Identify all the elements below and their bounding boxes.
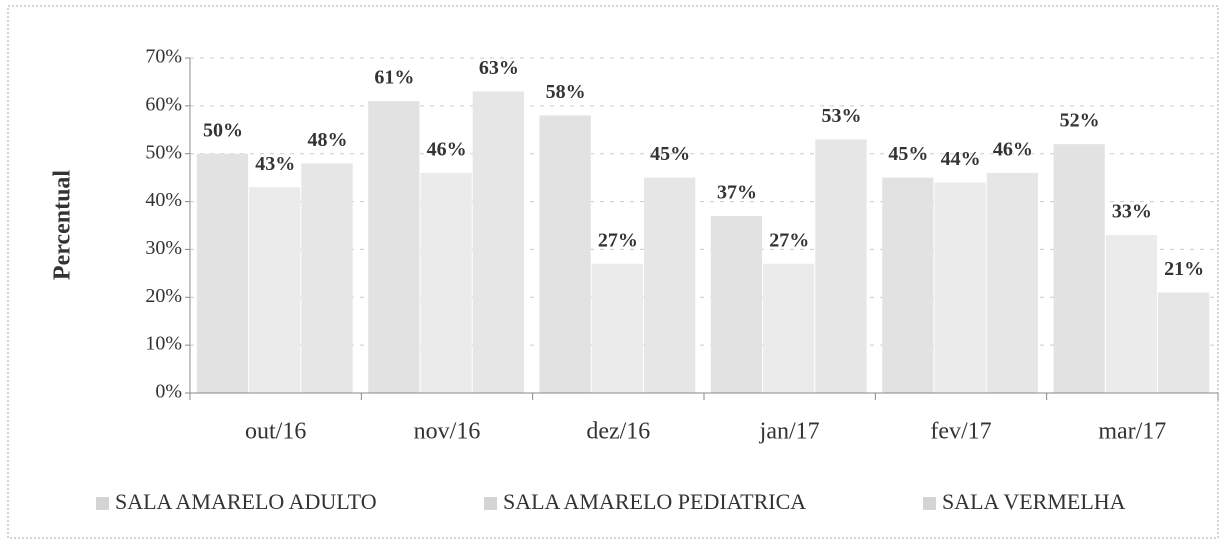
bar: [882, 177, 934, 393]
bar: [591, 263, 644, 393]
bar: [196, 153, 249, 393]
y-tick-label: 0%: [155, 381, 182, 403]
data-label: 45%: [888, 143, 928, 165]
legend-swatch: [923, 497, 936, 510]
data-label: 27%: [769, 229, 809, 251]
y-axis-label: Percentual: [50, 170, 76, 281]
x-tick-label: jan/17: [759, 419, 820, 445]
bar: [815, 139, 867, 393]
legend-label: SALA AMARELO PEDIATRICA: [503, 489, 806, 514]
bar: [249, 187, 301, 393]
bar: [539, 115, 591, 393]
bar: [368, 101, 420, 394]
data-label: 37%: [717, 182, 757, 204]
x-tick-label: dez/16: [586, 419, 650, 445]
bar: [763, 263, 815, 393]
bar: [1105, 235, 1158, 393]
data-label: 53%: [821, 105, 861, 127]
data-label: 43%: [255, 153, 295, 175]
data-label: 48%: [307, 129, 347, 151]
x-tick-label: nov/16: [414, 419, 481, 445]
y-tick-label: 20%: [145, 285, 182, 307]
bar: [710, 215, 763, 393]
bar: [420, 172, 472, 393]
data-label: 52%: [1060, 110, 1100, 132]
data-label: 33%: [1112, 201, 1152, 223]
legend-swatch: [96, 497, 109, 510]
bar: [301, 163, 353, 393]
data-label: 46%: [993, 138, 1033, 160]
y-tick-label: 40%: [145, 189, 182, 211]
legend-label: SALA AMARELO ADULTO: [115, 489, 377, 514]
bar: [472, 91, 524, 393]
data-label: 61%: [374, 67, 414, 89]
x-tick-label: out/16: [245, 419, 306, 445]
y-tick-label: 50%: [145, 141, 182, 163]
x-tick-label: mar/17: [1098, 419, 1166, 445]
bar: [934, 182, 986, 393]
legend-swatch: [484, 497, 497, 510]
data-label: 63%: [479, 57, 519, 79]
data-label: 27%: [598, 229, 638, 251]
data-label: 45%: [650, 143, 690, 165]
y-tick-label: 70%: [145, 46, 182, 68]
x-tick-label: fev/17: [930, 419, 991, 445]
bar: [1053, 144, 1105, 393]
bar: [986, 172, 1038, 393]
bar: [644, 177, 696, 393]
y-tick-label: 10%: [145, 333, 182, 355]
data-label: 21%: [1164, 258, 1204, 280]
data-label: 58%: [546, 81, 586, 103]
bar: [1158, 292, 1210, 393]
y-tick-label: 60%: [145, 93, 182, 115]
y-tick-label: 30%: [145, 237, 182, 259]
legend-label: SALA VERMELHA: [942, 489, 1126, 514]
data-label: 50%: [203, 119, 243, 141]
data-label: 46%: [427, 138, 467, 160]
data-label: 44%: [941, 148, 981, 170]
